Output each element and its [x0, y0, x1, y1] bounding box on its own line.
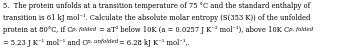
Text: transition is 61 kJ mol⁻¹. Calculate the absolute molar entropy (S(353 K)) of th: transition is 61 kJ mol⁻¹. Calculate the…	[3, 14, 310, 22]
Text: 5.  The protein unfolds at a transition temperature of 75 °C and the standard en: 5. The protein unfolds at a transition t…	[3, 2, 310, 10]
Text: = 5.23 J K⁻¹ mol⁻¹ and C: = 5.23 J K⁻¹ mol⁻¹ and C	[3, 39, 87, 47]
Text: = aT³ below 10K (a = 0.0257 J K⁻² mol⁻¹), above 10K C: = aT³ below 10K (a = 0.0257 J K⁻² mol⁻¹)…	[97, 26, 289, 34]
Text: p, unfolded: p, unfolded	[87, 39, 119, 44]
Text: p, folded: p, folded	[289, 26, 313, 32]
Text: p, folded: p, folded	[72, 26, 97, 32]
Text: protein at 80°C, if C: protein at 80°C, if C	[3, 26, 72, 34]
Text: = 6.28 kJ K⁻¹ mol⁻¹,.: = 6.28 kJ K⁻¹ mol⁻¹,.	[119, 39, 189, 47]
